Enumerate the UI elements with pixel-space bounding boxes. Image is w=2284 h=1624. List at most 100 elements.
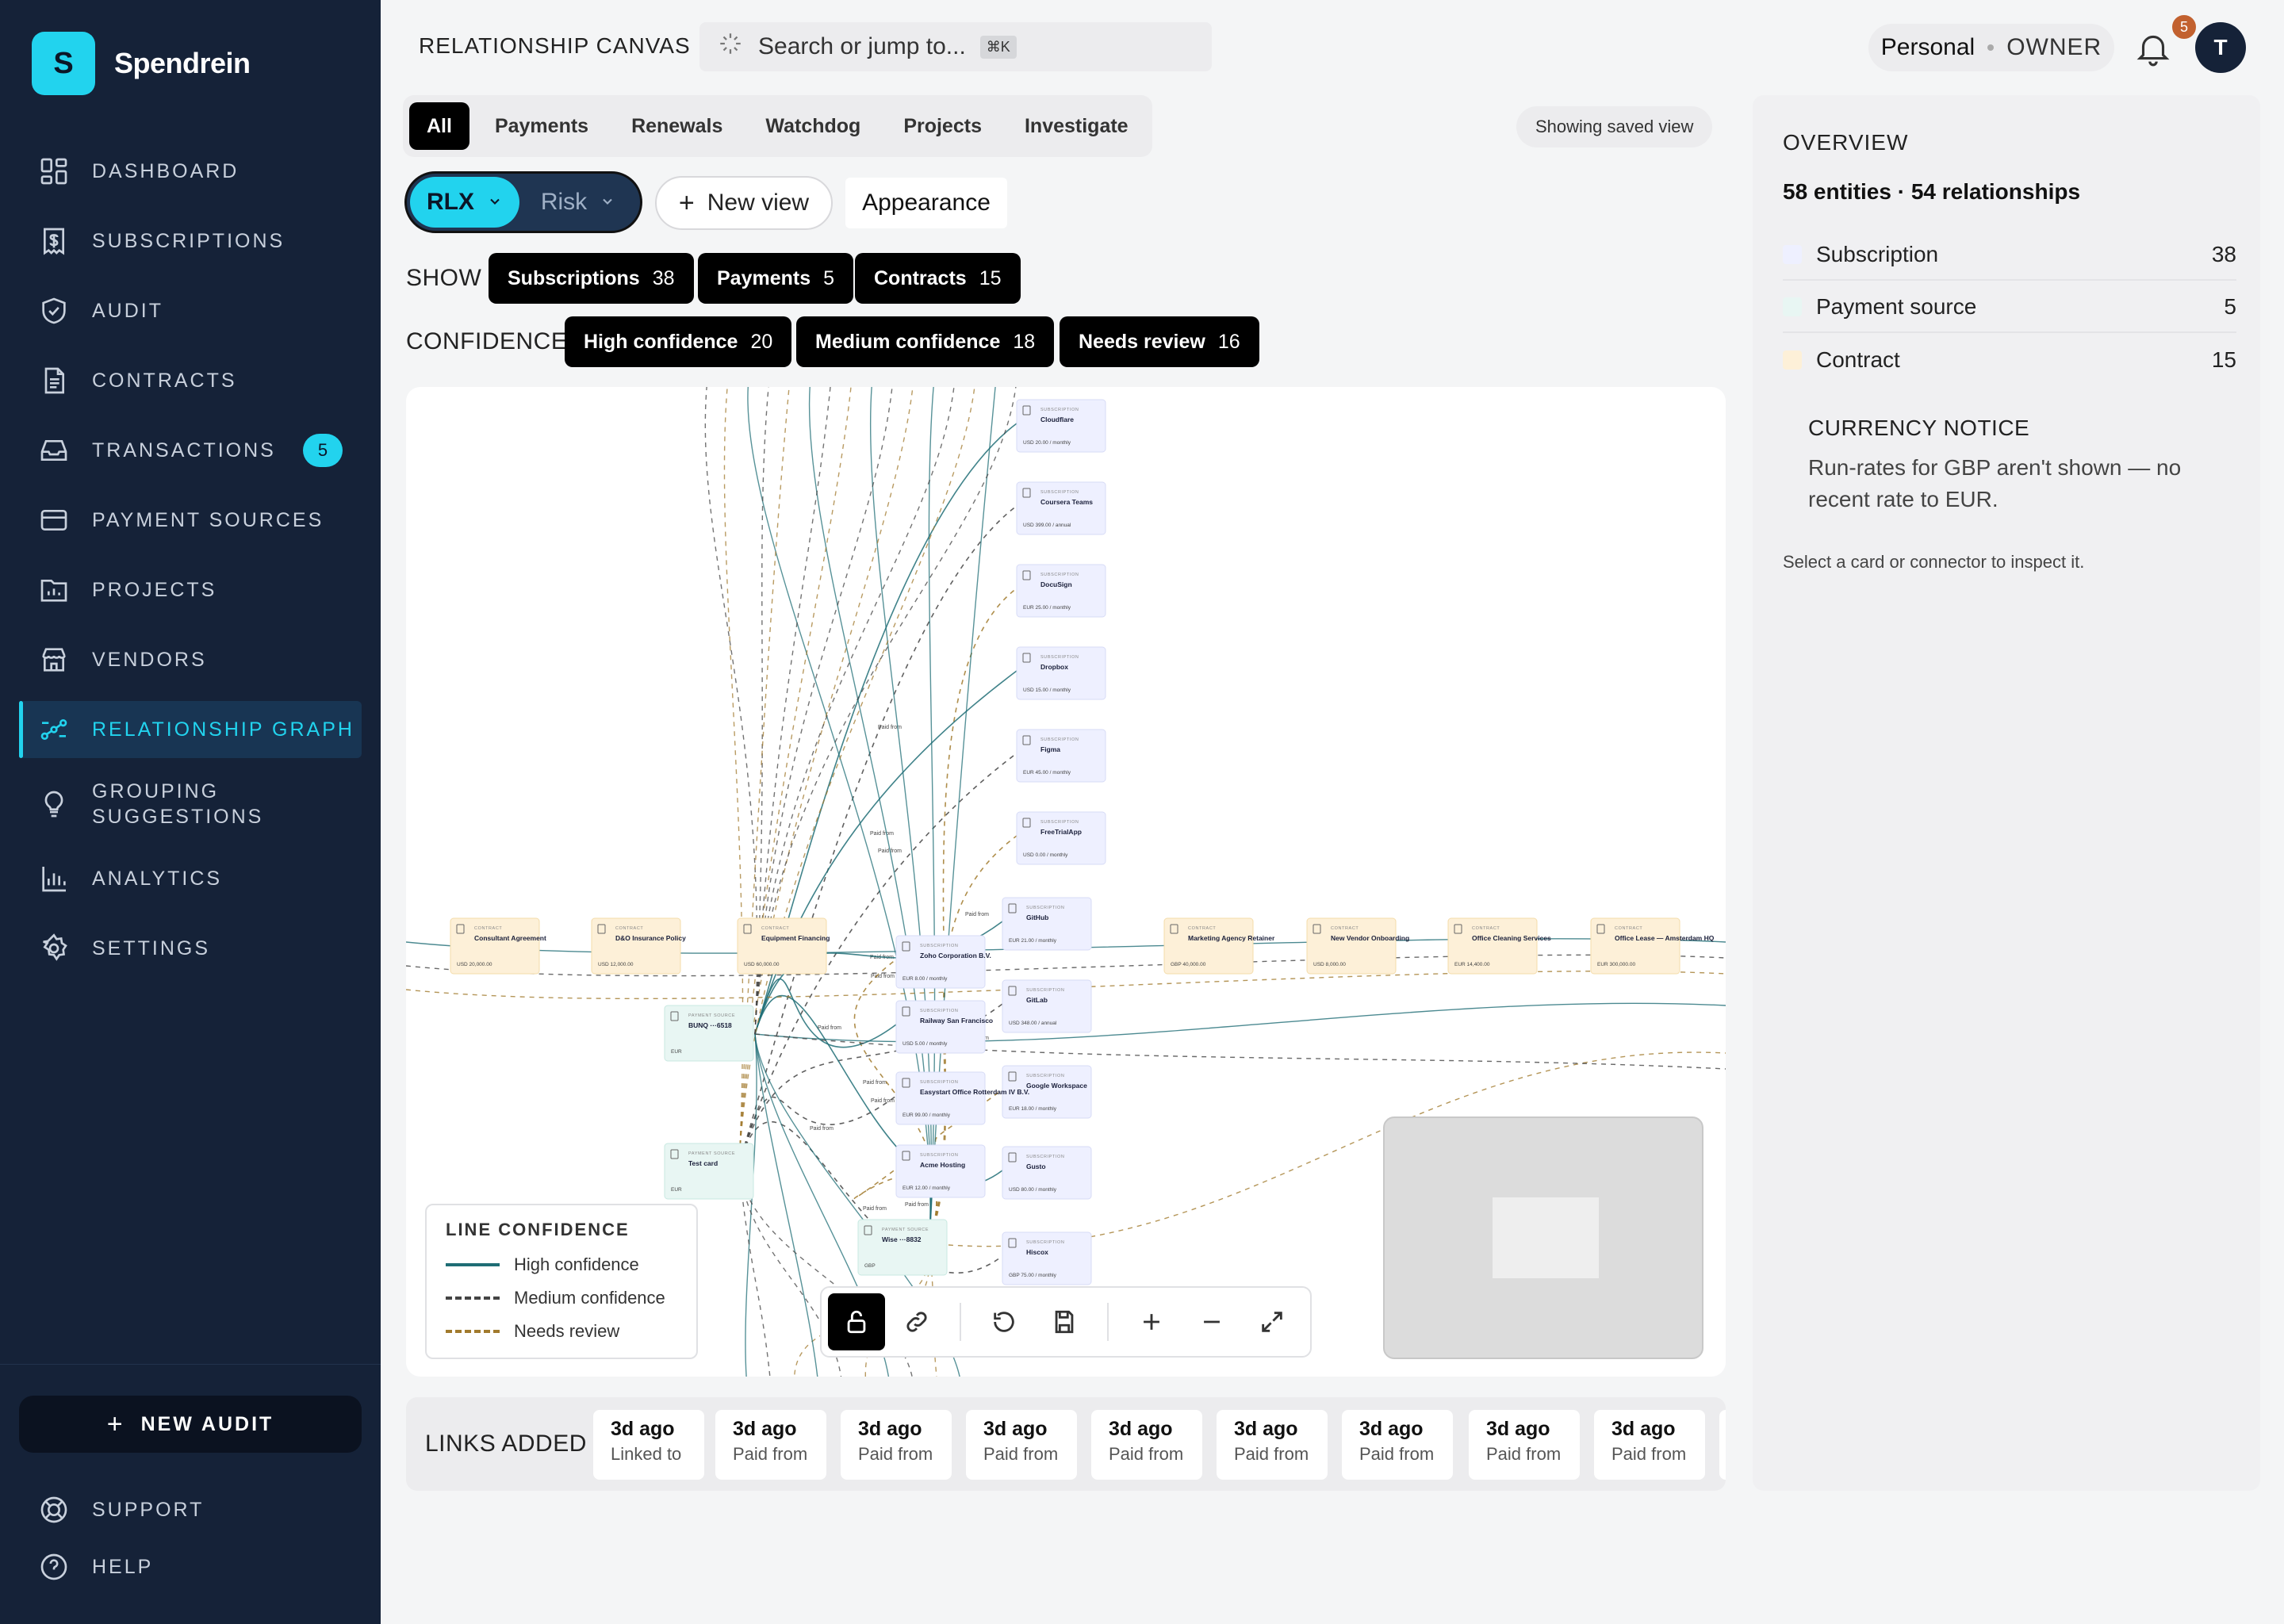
contract-card[interactable]: CONTRACT D&O Insurance Policy USD 12,000.0… xyxy=(591,917,686,975)
tab-watchdog[interactable]: Watchdog xyxy=(765,114,861,137)
filter-chip-subscriptions[interactable]: Subscriptions 38 xyxy=(489,253,694,304)
card-background xyxy=(1002,1231,1092,1285)
sidebar-item-projects[interactable]: PROJECTS xyxy=(19,561,362,619)
reset-button[interactable] xyxy=(975,1293,1033,1350)
sidebar-item-audit[interactable]: AUDIT xyxy=(19,282,362,339)
payment-source-card[interactable]: PAYMENT SOURCE Test card EUR xyxy=(664,1143,754,1200)
sidebar-item-transactions[interactable]: TRANSACTIONS 5 xyxy=(19,422,362,479)
tab-payments[interactable]: Payments xyxy=(494,114,589,137)
lock-button[interactable] xyxy=(828,1293,885,1350)
filter-chip-contracts[interactable]: Contracts 15 xyxy=(855,253,1021,304)
link-card-partial[interactable] xyxy=(1719,1410,1726,1480)
link-card[interactable]: 3d ago Paid from xyxy=(715,1410,826,1480)
relationship-graph[interactable]: Paid from Paid from Paid from Paid from Paid… xyxy=(406,387,1726,1377)
sidebar-item-payment-sources[interactable]: PAYMENT SOURCES xyxy=(19,492,362,549)
link-card[interactable]: 3d ago Paid from xyxy=(1217,1410,1328,1480)
view-rlx-button[interactable]: RLX xyxy=(410,177,519,228)
sidebar-item-contracts[interactable]: CONTRACTS xyxy=(19,352,362,409)
sidebar-item-subscriptions[interactable]: SUBSCRIPTIONS xyxy=(19,213,362,270)
fit-view-button[interactable] xyxy=(1244,1293,1301,1350)
filter-chip-payments[interactable]: Payments 5 xyxy=(698,253,854,304)
link-card[interactable]: 3d ago Paid from xyxy=(1594,1410,1705,1480)
subscription-card[interactable]: SUBSCRIPTION Coursera Teams USD 399.00 / a… xyxy=(1016,481,1106,535)
relationship-canvas[interactable]: Paid from Paid from Paid from Paid from Paid… xyxy=(406,387,1726,1377)
overview-row-contract[interactable]: Contract 15 xyxy=(1783,335,2236,385)
subscription-card[interactable]: SUBSCRIPTION Figma EUR 45.00 / monthly xyxy=(1016,729,1106,783)
new-audit-button[interactable]: + NEW AUDIT xyxy=(19,1396,362,1453)
subscription-card[interactable]: SUBSCRIPTION Dropbox USD 15.00 / monthly xyxy=(1016,646,1106,700)
chip-count: 20 xyxy=(750,330,773,353)
tab-all[interactable]: All xyxy=(409,102,469,150)
chip-count: 38 xyxy=(652,266,675,289)
connector-line xyxy=(738,387,975,1165)
sidebar-item-label: SUBSCRIPTIONS xyxy=(92,229,286,252)
sidebar-item-analytics[interactable]: ANALYTICS xyxy=(19,850,362,907)
subscription-card[interactable]: SUBSCRIPTION Gusto USD 80.00 / monthly xyxy=(1002,1146,1092,1200)
overview-row-payment-source[interactable]: Payment source 5 xyxy=(1783,282,2236,333)
link-button[interactable] xyxy=(888,1293,945,1350)
subscription-card[interactable]: SUBSCRIPTION Acme Hosting EUR 12.00 / mont… xyxy=(895,1144,986,1198)
subscription-card[interactable]: SUBSCRIPTION Zoho Corporation B.V. EUR 8.0… xyxy=(895,935,991,989)
link-card[interactable]: 3d ago Paid from xyxy=(841,1410,952,1480)
card-title: BUNQ ···6518 xyxy=(688,1021,732,1029)
link-card[interactable]: 3d ago Paid from xyxy=(966,1410,1077,1480)
contract-card[interactable]: CONTRACT Consultant Agreement USD 20,000.0… xyxy=(450,917,546,975)
filter-chip-medium-confidence[interactable]: Medium confidence 18 xyxy=(796,316,1055,367)
filter-chip-high-confidence[interactable]: High confidence 20 xyxy=(565,316,792,367)
card-amount: USD 348.00 / annual xyxy=(1009,1021,1057,1026)
contract-card[interactable]: CONTRACT Office Lease — Amsterdam HQ EUR 3… xyxy=(1590,917,1715,975)
subscription-card[interactable]: SUBSCRIPTION FreeTrialApp USD 0.00 / month… xyxy=(1016,811,1106,865)
tab-investigate[interactable]: Investigate xyxy=(1024,114,1129,137)
link-card[interactable]: 3d ago Paid from xyxy=(1469,1410,1580,1480)
support-link[interactable]: SUPPORT xyxy=(38,1494,204,1526)
zoom-out-button[interactable] xyxy=(1183,1293,1240,1350)
connector-label: Paid from xyxy=(870,831,894,837)
subscription-card[interactable]: SUBSCRIPTION Google Workspace EUR 18.00 / … xyxy=(1002,1065,1092,1119)
search-input[interactable]: Search or jump to... ⌘K xyxy=(699,22,1212,71)
contract-card[interactable]: CONTRACT New Vendor Onboarding USD 8,000.0… xyxy=(1306,917,1409,975)
appearance-button[interactable]: Appearance xyxy=(845,178,1007,228)
tab-projects[interactable]: Projects xyxy=(903,114,982,137)
zoom-in-button[interactable] xyxy=(1123,1293,1180,1350)
filter-chip-needs-review[interactable]: Needs review 16 xyxy=(1060,316,1259,367)
save-button[interactable] xyxy=(1036,1293,1093,1350)
help-link[interactable]: HELP xyxy=(38,1551,153,1583)
workspace-switcher[interactable]: Personal OWNER xyxy=(1868,24,2114,71)
overview-row-subscription[interactable]: Subscription 38 xyxy=(1783,230,2236,281)
contract-card[interactable]: CONTRACT Equipment Financing USD 60,000.00 xyxy=(737,917,830,975)
subscription-card[interactable]: SUBSCRIPTION Easystart Office Rotterdam I… xyxy=(895,1071,1029,1125)
sidebar-item-grouping-suggestions[interactable]: GROUPING SUGGESTIONS xyxy=(19,771,362,837)
subscription-card[interactable]: SUBSCRIPTION DocuSign EUR 25.00 / monthly xyxy=(1016,564,1106,618)
contract-card[interactable]: CONTRACT Marketing Agency Retainer GBP 40,… xyxy=(1163,917,1275,975)
sidebar-item-relationship-graph[interactable]: RELATIONSHIP GRAPH xyxy=(19,701,362,758)
filter-tabs: All Payments Renewals Watchdog Projects … xyxy=(403,95,1152,157)
sidebar-item-vendors[interactable]: VENDORS xyxy=(19,631,362,688)
sidebar-item-dashboard[interactable]: DASHBOARD xyxy=(19,143,362,200)
subscription-card[interactable]: SUBSCRIPTION GitHub EUR 21.00 / monthly xyxy=(1002,897,1092,951)
notifications-button[interactable] xyxy=(2133,29,2173,68)
payment-source-card[interactable]: PAYMENT SOURCE BUNQ ···6518 EUR xyxy=(664,1005,754,1062)
card-type-label: SUBSCRIPTION xyxy=(1026,1240,1064,1245)
connector-label: Paid from xyxy=(818,1025,841,1031)
minimap[interactable] xyxy=(1383,1116,1703,1359)
overview-row-label: Subscription xyxy=(1816,242,1939,266)
avatar[interactable]: T xyxy=(2195,22,2246,73)
minimap-viewport[interactable] xyxy=(1493,1197,1599,1278)
link-card[interactable]: 3d ago Linked to xyxy=(593,1410,704,1480)
subscription-card[interactable]: SUBSCRIPTION GitLab USD 348.00 / annual xyxy=(1002,979,1092,1033)
link-card[interactable]: 3d ago Paid from xyxy=(1091,1410,1202,1480)
link-card[interactable]: 3d ago Paid from xyxy=(1342,1410,1453,1480)
card-type-icon xyxy=(1008,1152,1017,1162)
subscription-card[interactable]: SUBSCRIPTION Railway San Francisco USD 5.0… xyxy=(895,1000,993,1054)
sidebar-item-settings[interactable]: SETTINGS xyxy=(19,920,362,977)
view-risk-button[interactable]: Risk xyxy=(519,177,637,228)
tab-renewals[interactable]: Renewals xyxy=(631,114,723,137)
brand[interactable]: S Spendrein xyxy=(32,32,251,95)
contract-card[interactable]: CONTRACT Office Cleaning Services EUR 14,4… xyxy=(1447,917,1551,975)
subscription-card[interactable]: SUBSCRIPTION Cloudflare USD 20.00 / monthl… xyxy=(1016,399,1106,453)
subscription-card[interactable]: SUBSCRIPTION Hiscox GBP 75.00 / monthly xyxy=(1002,1231,1092,1285)
new-view-button[interactable]: + New view xyxy=(655,176,833,230)
card-title: Gusto xyxy=(1026,1162,1046,1170)
new-view-label: New view xyxy=(707,190,810,216)
payment-source-card[interactable]: PAYMENT SOURCE Wise ···8832 GBP xyxy=(857,1219,948,1276)
